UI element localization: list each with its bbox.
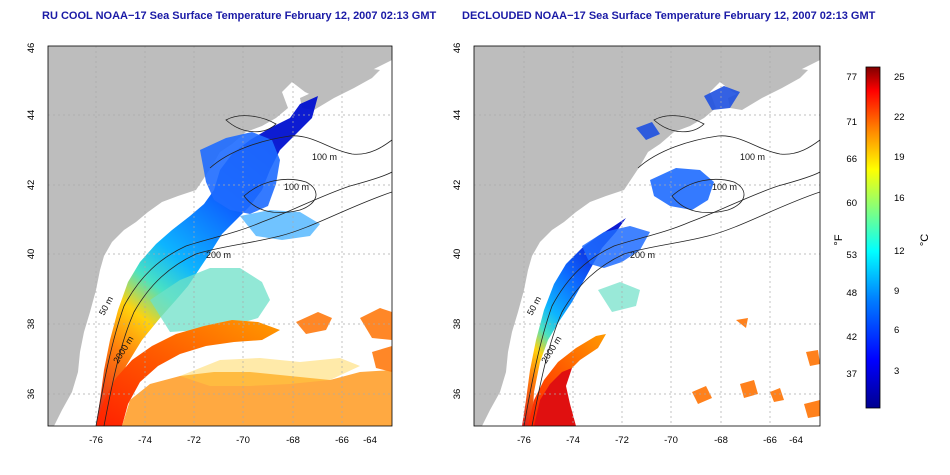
colorbar-f-tick: 60 (846, 198, 857, 209)
right-grid (474, 46, 820, 426)
left-y-tick: 38 (26, 319, 37, 330)
noisy-cloud-field (180, 358, 360, 386)
left-map: 100 m 100 m 200 m 50 m 2000 m -76 -74 -7… (26, 43, 393, 446)
right-map: 100 m 100 m 200 m 50 m 2000 m -76 -74 -7… (452, 43, 821, 446)
land-mass (48, 46, 392, 426)
colorbar-ramp (865, 66, 881, 409)
right-y-tick: 40 (452, 249, 463, 260)
contour-label-200m: 200 m (206, 250, 231, 260)
shelf-blue-sst (582, 226, 650, 268)
colorbar-f-tick: 71 (846, 117, 857, 128)
left-x-tick: -74 (138, 435, 152, 446)
east-warm-patches (692, 318, 820, 418)
colorbar-celsius-label: °C (919, 234, 931, 246)
nova-scotia-land (300, 68, 380, 110)
land-mass (474, 46, 820, 426)
right-x-tick: -66 (763, 435, 777, 446)
colorbar-c-tick: 9 (894, 286, 899, 297)
right-y-tick: 46 (452, 43, 463, 54)
right-map-title: DECLOUDED NOAA−17 Sea Surface Temperatur… (462, 10, 876, 22)
slope-water-sst (150, 268, 270, 332)
right-x-axis: -76 -74 -72 -70 -68 -66 -64 (517, 435, 803, 446)
contour-label-100m-a: 100 m (312, 152, 337, 162)
contour-label-100m-b: 100 m (284, 182, 309, 192)
georges-bank-sst (240, 210, 320, 240)
gulf-stream-core (534, 368, 576, 426)
left-x-tick: -66 (335, 435, 349, 446)
left-x-tick: -76 (89, 435, 103, 446)
right-y-tick: 38 (452, 319, 463, 330)
bay-of-fundy-sst (636, 86, 740, 140)
colorbar-f-tick: 77 (846, 72, 857, 83)
colorbar-c-tick: 22 (894, 112, 905, 123)
nova-scotia-land (728, 68, 808, 110)
colorbar-f-tick: 66 (846, 154, 857, 165)
colorbar-c-tick: 25 (894, 72, 905, 83)
colorbar-c-tick: 6 (894, 325, 899, 336)
right-y-tick: 42 (452, 180, 463, 191)
colorbar-f-tick: 42 (846, 332, 857, 343)
slope-water-sst (598, 282, 640, 312)
left-y-tick: 44 (26, 110, 37, 121)
left-y-tick: 46 (26, 43, 37, 54)
colorbar-c-tick: 12 (894, 246, 905, 257)
right-x-tick: -72 (615, 435, 629, 446)
colorbar-c-tick: 16 (894, 193, 905, 204)
left-y-tick: 40 (26, 249, 37, 260)
left-map-title: RU COOL NOAA−17 Sea Surface Temperature … (42, 10, 437, 22)
right-map-frame (473, 45, 821, 427)
gulf-stream-sst (96, 320, 280, 426)
right-bathymetry-contours (523, 115, 820, 426)
contour-label-100m-a: 100 m (740, 152, 765, 162)
colorbar: 77 71 66 60 53 48 42 37 25 22 19 16 12 9… (833, 66, 931, 409)
gulf-of-maine-sst (200, 132, 280, 214)
right-y-axis: 36 38 40 42 44 46 (452, 43, 463, 400)
right-y-tick: 36 (452, 389, 463, 400)
right-x-tick: -70 (664, 435, 678, 446)
right-x-tick: -74 (566, 435, 580, 446)
right-y-tick: 44 (452, 110, 463, 121)
colorbar-c-tick: 3 (894, 366, 899, 377)
left-y-axis: 36 38 40 42 44 46 (26, 43, 37, 400)
left-y-tick: 42 (26, 180, 37, 191)
left-x-tick: -68 (286, 435, 300, 446)
right-x-tick: -76 (517, 435, 531, 446)
colorbar-c-tick: 19 (894, 152, 905, 163)
left-x-tick: -72 (187, 435, 201, 446)
left-x-tick: -70 (236, 435, 250, 446)
left-bathymetry-contours (95, 115, 392, 426)
colorbar-f-ticks: 77 71 66 60 53 48 42 37 (846, 72, 857, 380)
colorbar-c-ticks: 25 22 19 16 12 9 6 3 (894, 72, 905, 377)
right-x-tick: -64 (789, 435, 803, 446)
colorbar-f-tick: 53 (846, 250, 857, 261)
colorbar-f-tick: 48 (846, 288, 857, 299)
colorbar-fahrenheit-label: °F (833, 234, 845, 245)
left-y-tick: 36 (26, 389, 37, 400)
colorbar-f-tick: 37 (846, 369, 857, 380)
sst-coastal-field (522, 218, 626, 426)
left-x-axis: -76 -74 -72 -70 -68 -66 -64 (89, 435, 377, 446)
warm-eddy-field (122, 370, 392, 426)
left-grid (48, 46, 392, 426)
right-x-tick: -68 (714, 435, 728, 446)
contour-label-100m-b: 100 m (712, 182, 737, 192)
contour-label-200m: 200 m (630, 250, 655, 260)
left-map-frame (47, 45, 393, 427)
left-x-tick: -64 (363, 435, 377, 446)
